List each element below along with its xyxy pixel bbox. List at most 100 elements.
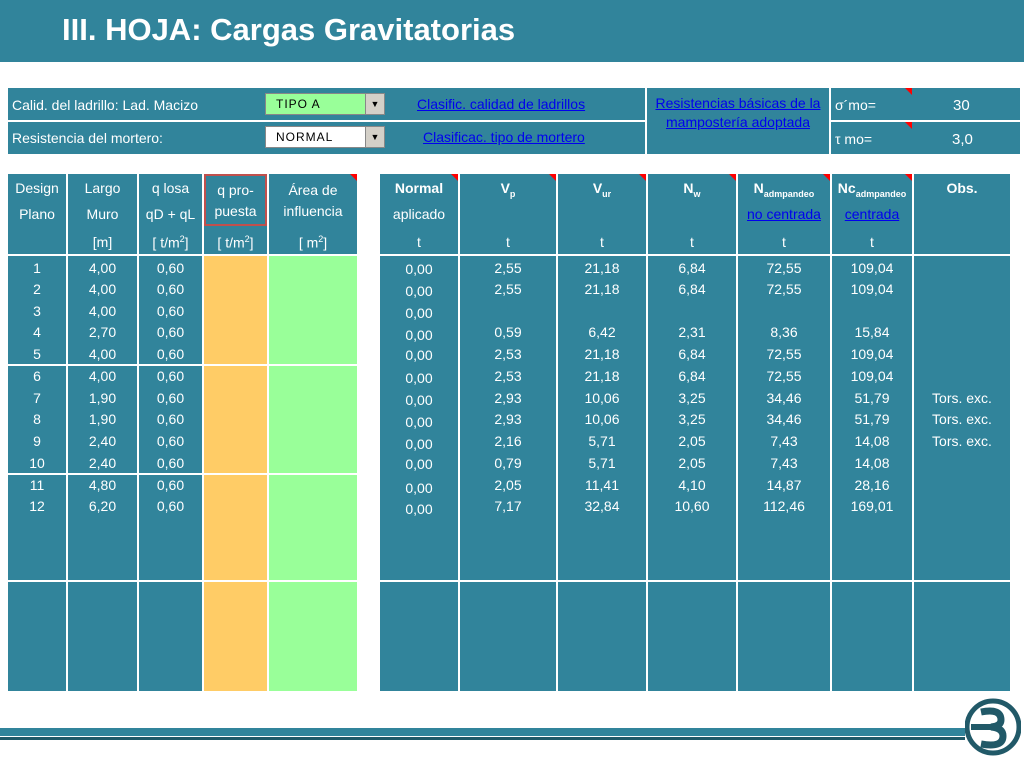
cell-qlosa[interactable]: 0,60 bbox=[156, 390, 185, 406]
cell-largo[interactable]: 2,70 bbox=[88, 324, 117, 340]
cell-nw[interactable]: 3,25 bbox=[678, 411, 706, 427]
ladrillo-select[interactable]: TIPO A ▼ bbox=[265, 93, 385, 115]
cell-vur[interactable]: 21,18 bbox=[584, 346, 620, 362]
cell-nw[interactable]: 4,10 bbox=[678, 477, 706, 493]
cell-nc[interactable]: 14,08 bbox=[854, 433, 890, 449]
link-no-centrada[interactable]: no centrada bbox=[747, 206, 821, 222]
cell-vur[interactable]: 21,18 bbox=[584, 281, 620, 297]
chevron-down-icon[interactable]: ▼ bbox=[365, 94, 384, 114]
cell-design[interactable]: 10 bbox=[29, 455, 45, 471]
cell-vp[interactable]: 0,59 bbox=[494, 324, 522, 340]
cell-qlosa[interactable]: 0,60 bbox=[156, 260, 185, 276]
cell-normal[interactable]: 0,00 bbox=[405, 327, 433, 343]
cell-vur[interactable]: 6,42 bbox=[588, 324, 616, 340]
cell-nadm[interactable]: 72,55 bbox=[766, 281, 802, 297]
cell-vur[interactable]: 21,18 bbox=[584, 260, 620, 276]
cell-obs[interactable]: Tors. exc. bbox=[932, 411, 992, 427]
cell-nadm[interactable]: 14,87 bbox=[766, 477, 802, 493]
tau-value[interactable]: 3,0 bbox=[952, 131, 973, 148]
cell-normal[interactable]: 0,00 bbox=[405, 283, 433, 299]
cell-vp[interactable]: 0,79 bbox=[494, 455, 522, 471]
cell-qlosa[interactable]: 0,60 bbox=[156, 455, 185, 471]
cell-design[interactable]: 11 bbox=[29, 477, 45, 493]
cell-obs[interactable]: Tors. exc. bbox=[932, 390, 992, 406]
chevron-down-icon[interactable]: ▼ bbox=[365, 127, 384, 147]
cell-design[interactable]: 8 bbox=[33, 411, 41, 427]
cell-nadm[interactable]: 34,46 bbox=[766, 411, 802, 427]
cell-vp[interactable]: 2,93 bbox=[494, 411, 522, 427]
cell-qlosa[interactable]: 0,60 bbox=[156, 324, 185, 340]
cell-nw[interactable]: 2,05 bbox=[678, 455, 706, 471]
cell-qlosa[interactable]: 0,60 bbox=[156, 303, 185, 319]
cell-largo[interactable]: 4,00 bbox=[88, 346, 117, 362]
cell-vp[interactable]: 7,17 bbox=[494, 498, 522, 514]
cell-vp[interactable]: 2,93 bbox=[494, 390, 522, 406]
cell-vp[interactable]: 2,05 bbox=[494, 477, 522, 493]
cell-normal[interactable]: 0,00 bbox=[405, 436, 433, 452]
cell-nw[interactable]: 2,05 bbox=[678, 433, 706, 449]
cell-normal[interactable]: 0,00 bbox=[405, 480, 433, 496]
cell-nw[interactable]: 6,84 bbox=[678, 260, 706, 276]
cell-normal[interactable]: 0,00 bbox=[405, 261, 433, 277]
cell-largo[interactable]: 4,00 bbox=[88, 303, 117, 319]
cell-design[interactable]: 12 bbox=[29, 498, 45, 514]
cell-design[interactable]: 9 bbox=[33, 433, 41, 449]
cell-vp[interactable]: 2,55 bbox=[494, 281, 522, 297]
cell-nc[interactable]: 109,04 bbox=[850, 281, 894, 297]
cell-nc[interactable]: 109,04 bbox=[850, 346, 894, 362]
cell-vur[interactable]: 10,06 bbox=[584, 390, 620, 406]
cell-normal[interactable]: 0,00 bbox=[405, 347, 433, 363]
cell-nadm[interactable]: 112,46 bbox=[763, 498, 805, 514]
cell-normal[interactable]: 0,00 bbox=[405, 501, 433, 517]
cell-vp[interactable]: 2,55 bbox=[494, 260, 522, 276]
cell-vur[interactable]: 21,18 bbox=[584, 368, 620, 384]
cell-design[interactable]: 3 bbox=[33, 303, 41, 319]
cell-normal[interactable]: 0,00 bbox=[405, 456, 433, 472]
cell-nw[interactable]: 6,84 bbox=[678, 368, 706, 384]
cell-nc[interactable]: 51,79 bbox=[854, 390, 890, 406]
cell-vp[interactable]: 2,53 bbox=[494, 346, 522, 362]
sigma-value[interactable]: 30 bbox=[953, 97, 970, 114]
cell-normal[interactable]: 0,00 bbox=[405, 305, 433, 321]
cell-largo[interactable]: 4,00 bbox=[88, 260, 117, 276]
cell-nadm[interactable]: 7,43 bbox=[770, 433, 798, 449]
cell-vur[interactable]: 10,06 bbox=[584, 411, 620, 427]
cell-qlosa[interactable]: 0,60 bbox=[156, 281, 185, 297]
cell-vur[interactable]: 11,41 bbox=[585, 477, 619, 493]
cell-nc[interactable]: 14,08 bbox=[854, 455, 890, 471]
cell-nc[interactable]: 15,84 bbox=[854, 324, 890, 340]
cell-qlosa[interactable]: 0,60 bbox=[156, 477, 185, 493]
cell-largo[interactable]: 2,40 bbox=[88, 455, 117, 471]
cell-design[interactable]: 6 bbox=[33, 368, 41, 384]
cell-normal[interactable]: 0,00 bbox=[405, 414, 433, 430]
cell-nc[interactable]: 109,04 bbox=[850, 260, 894, 276]
cell-nw[interactable]: 6,84 bbox=[678, 346, 706, 362]
cell-nc[interactable]: 51,79 bbox=[854, 411, 890, 427]
cell-design[interactable]: 7 bbox=[33, 390, 41, 406]
cell-nw[interactable]: 10,60 bbox=[674, 498, 710, 514]
cell-vur[interactable]: 5,71 bbox=[588, 433, 616, 449]
cell-design[interactable]: 4 bbox=[33, 324, 41, 340]
cell-design[interactable]: 5 bbox=[33, 346, 41, 362]
link-centrada[interactable]: centrada bbox=[844, 206, 900, 222]
cell-qlosa[interactable]: 0,60 bbox=[156, 411, 185, 427]
cell-qlosa[interactable]: 0,60 bbox=[156, 498, 185, 514]
cell-nc[interactable]: 169,01 bbox=[850, 498, 894, 514]
cell-nc[interactable]: 109,04 bbox=[850, 368, 894, 384]
link-resistencias[interactable]: Resistencias básicas de la mampostería a… bbox=[655, 95, 821, 130]
cell-largo[interactable]: 6,20 bbox=[88, 498, 117, 514]
cell-largo[interactable]: 1,90 bbox=[88, 411, 117, 427]
cell-nadm[interactable]: 8,36 bbox=[770, 324, 798, 340]
link-clasific-mortero[interactable]: Clasificac. tipo de mortero bbox=[423, 129, 585, 145]
cell-nw[interactable]: 3,25 bbox=[678, 390, 706, 406]
cell-largo[interactable]: 2,40 bbox=[88, 433, 117, 449]
cell-qlosa[interactable]: 0,60 bbox=[156, 433, 185, 449]
cell-nadm[interactable]: 7,43 bbox=[770, 455, 798, 471]
cell-design[interactable]: 1 bbox=[33, 260, 41, 276]
cell-largo[interactable]: 4,80 bbox=[88, 477, 117, 493]
cell-largo[interactable]: 4,00 bbox=[88, 368, 117, 384]
cell-vp[interactable]: 2,16 bbox=[494, 433, 522, 449]
cell-nw[interactable]: 2,31 bbox=[678, 324, 706, 340]
cell-nc[interactable]: 28,16 bbox=[854, 477, 890, 493]
cell-vur[interactable]: 5,71 bbox=[588, 455, 616, 471]
